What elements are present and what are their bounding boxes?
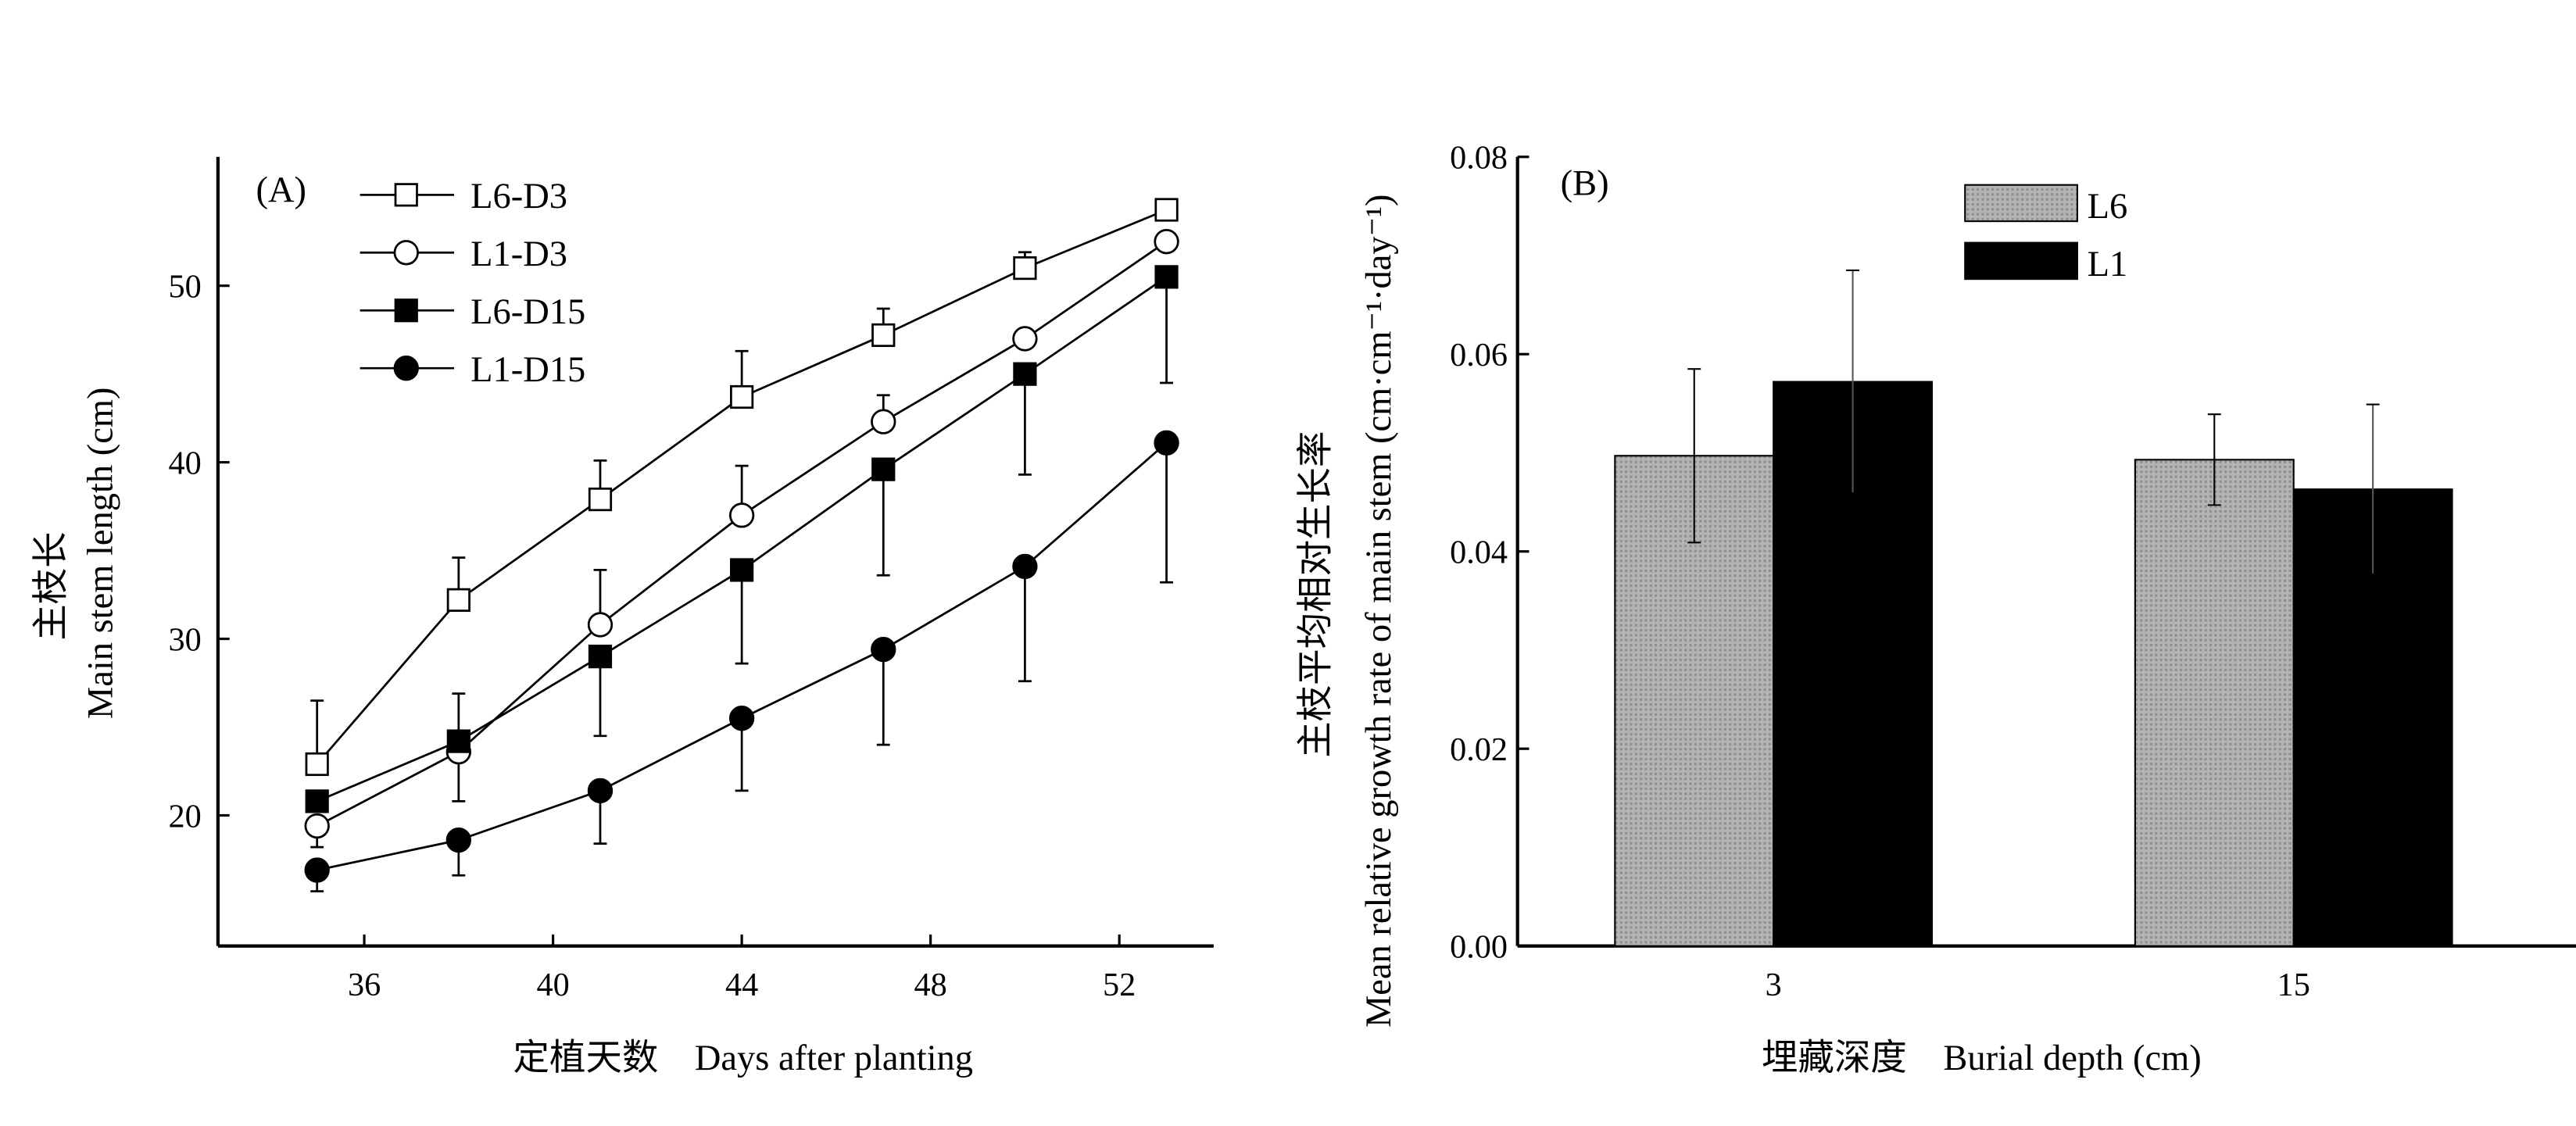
data-point [730,384,754,409]
data-point [305,752,329,777]
y-tick-label: 40 [169,445,202,481]
data-point [305,789,329,813]
data-point [1154,229,1179,255]
data-point [730,558,754,582]
y-axis-label-b: Mean relative growth rate of main stem (… [1359,194,1399,1028]
legend-item: L6-D15 [360,292,585,332]
data-point [871,457,896,481]
legend-label: L1-D15 [470,350,585,390]
panel-label-a: (A) [256,170,306,210]
legend-marker [393,356,419,381]
x-tick-label: 44 [725,967,758,1003]
x-axis-label-a: 定植天数 Days after planting [513,1038,973,1078]
data-point [1154,430,1179,456]
legend-label: L6-D3 [470,177,567,216]
data-point [446,588,470,612]
data-point [587,612,614,638]
data-point [728,706,755,731]
data-point [871,636,896,663]
legend-swatch [1964,184,2078,223]
x-tick-label: 3 [1766,967,1782,1003]
legend-swatch [1964,241,2078,281]
legend-marker [393,240,419,266]
data-point [445,827,471,853]
legend-item: L6-D3 [360,177,567,216]
chart-a: (A) 定植天数 Days after planting 主枝长 Main st… [31,156,1214,1078]
y-tick-label: 50 [169,268,202,305]
series-l6-d15 [305,265,1179,813]
data-point [1012,553,1038,580]
data-point [1013,256,1037,281]
legend-label: L1 [2088,245,2128,284]
legend-label: L1-D3 [470,234,567,274]
data-point [304,813,330,839]
data-point [304,857,330,883]
y-axis-label-a-cn: 主枝长 [31,531,71,640]
chart-b: (B) 埋藏深度 Burial depth (cm) Mean relative… [1297,140,2576,1078]
y-tick-label: 0.04 [1450,534,1508,571]
x-tick-label: 15 [2277,967,2310,1003]
y-tick-label: 20 [169,798,202,835]
bar-l6 [2134,459,2295,947]
data-point [587,777,614,804]
data-point [1154,198,1179,222]
x-tick-label: 48 [914,967,947,1003]
data-point [1013,362,1037,386]
y-tick-label: 0.02 [1450,731,1508,768]
legend-marker [394,183,418,207]
y-axis-label-a-en: Main stem length (cm) [81,388,121,720]
x-tick-label: 36 [348,967,381,1003]
y-tick-label: 0.06 [1450,337,1508,374]
legend-item: L1-D3 [360,234,567,274]
legend-label: L6-D15 [470,292,585,332]
y-axis-label-b-cn: 主枝平均相对生长率 [1297,431,1336,758]
x-axis-label-b: 埋藏深度 Burial depth (cm) [1762,1038,2202,1078]
data-point [446,729,470,753]
legend-item: L1-D15 [360,350,585,390]
series-l1-d15 [304,430,1179,893]
legend-marker [394,298,418,323]
legend-label: L6 [2088,187,2128,227]
x-tick-label: 52 [1103,967,1136,1003]
data-point [588,487,613,512]
data-point [871,409,896,434]
data-point [728,502,755,528]
x-tick-label: 40 [536,967,569,1003]
data-point [871,323,896,348]
series-l6-d3 [305,198,1179,777]
data-point [1012,326,1038,352]
panel-label-b: (B) [1561,163,1609,203]
y-tick-label: 0.08 [1450,140,1508,177]
data-point [1154,265,1179,289]
y-tick-label: 0.00 [1450,928,1508,965]
y-tick-label: 30 [169,621,202,658]
data-point [588,645,613,669]
